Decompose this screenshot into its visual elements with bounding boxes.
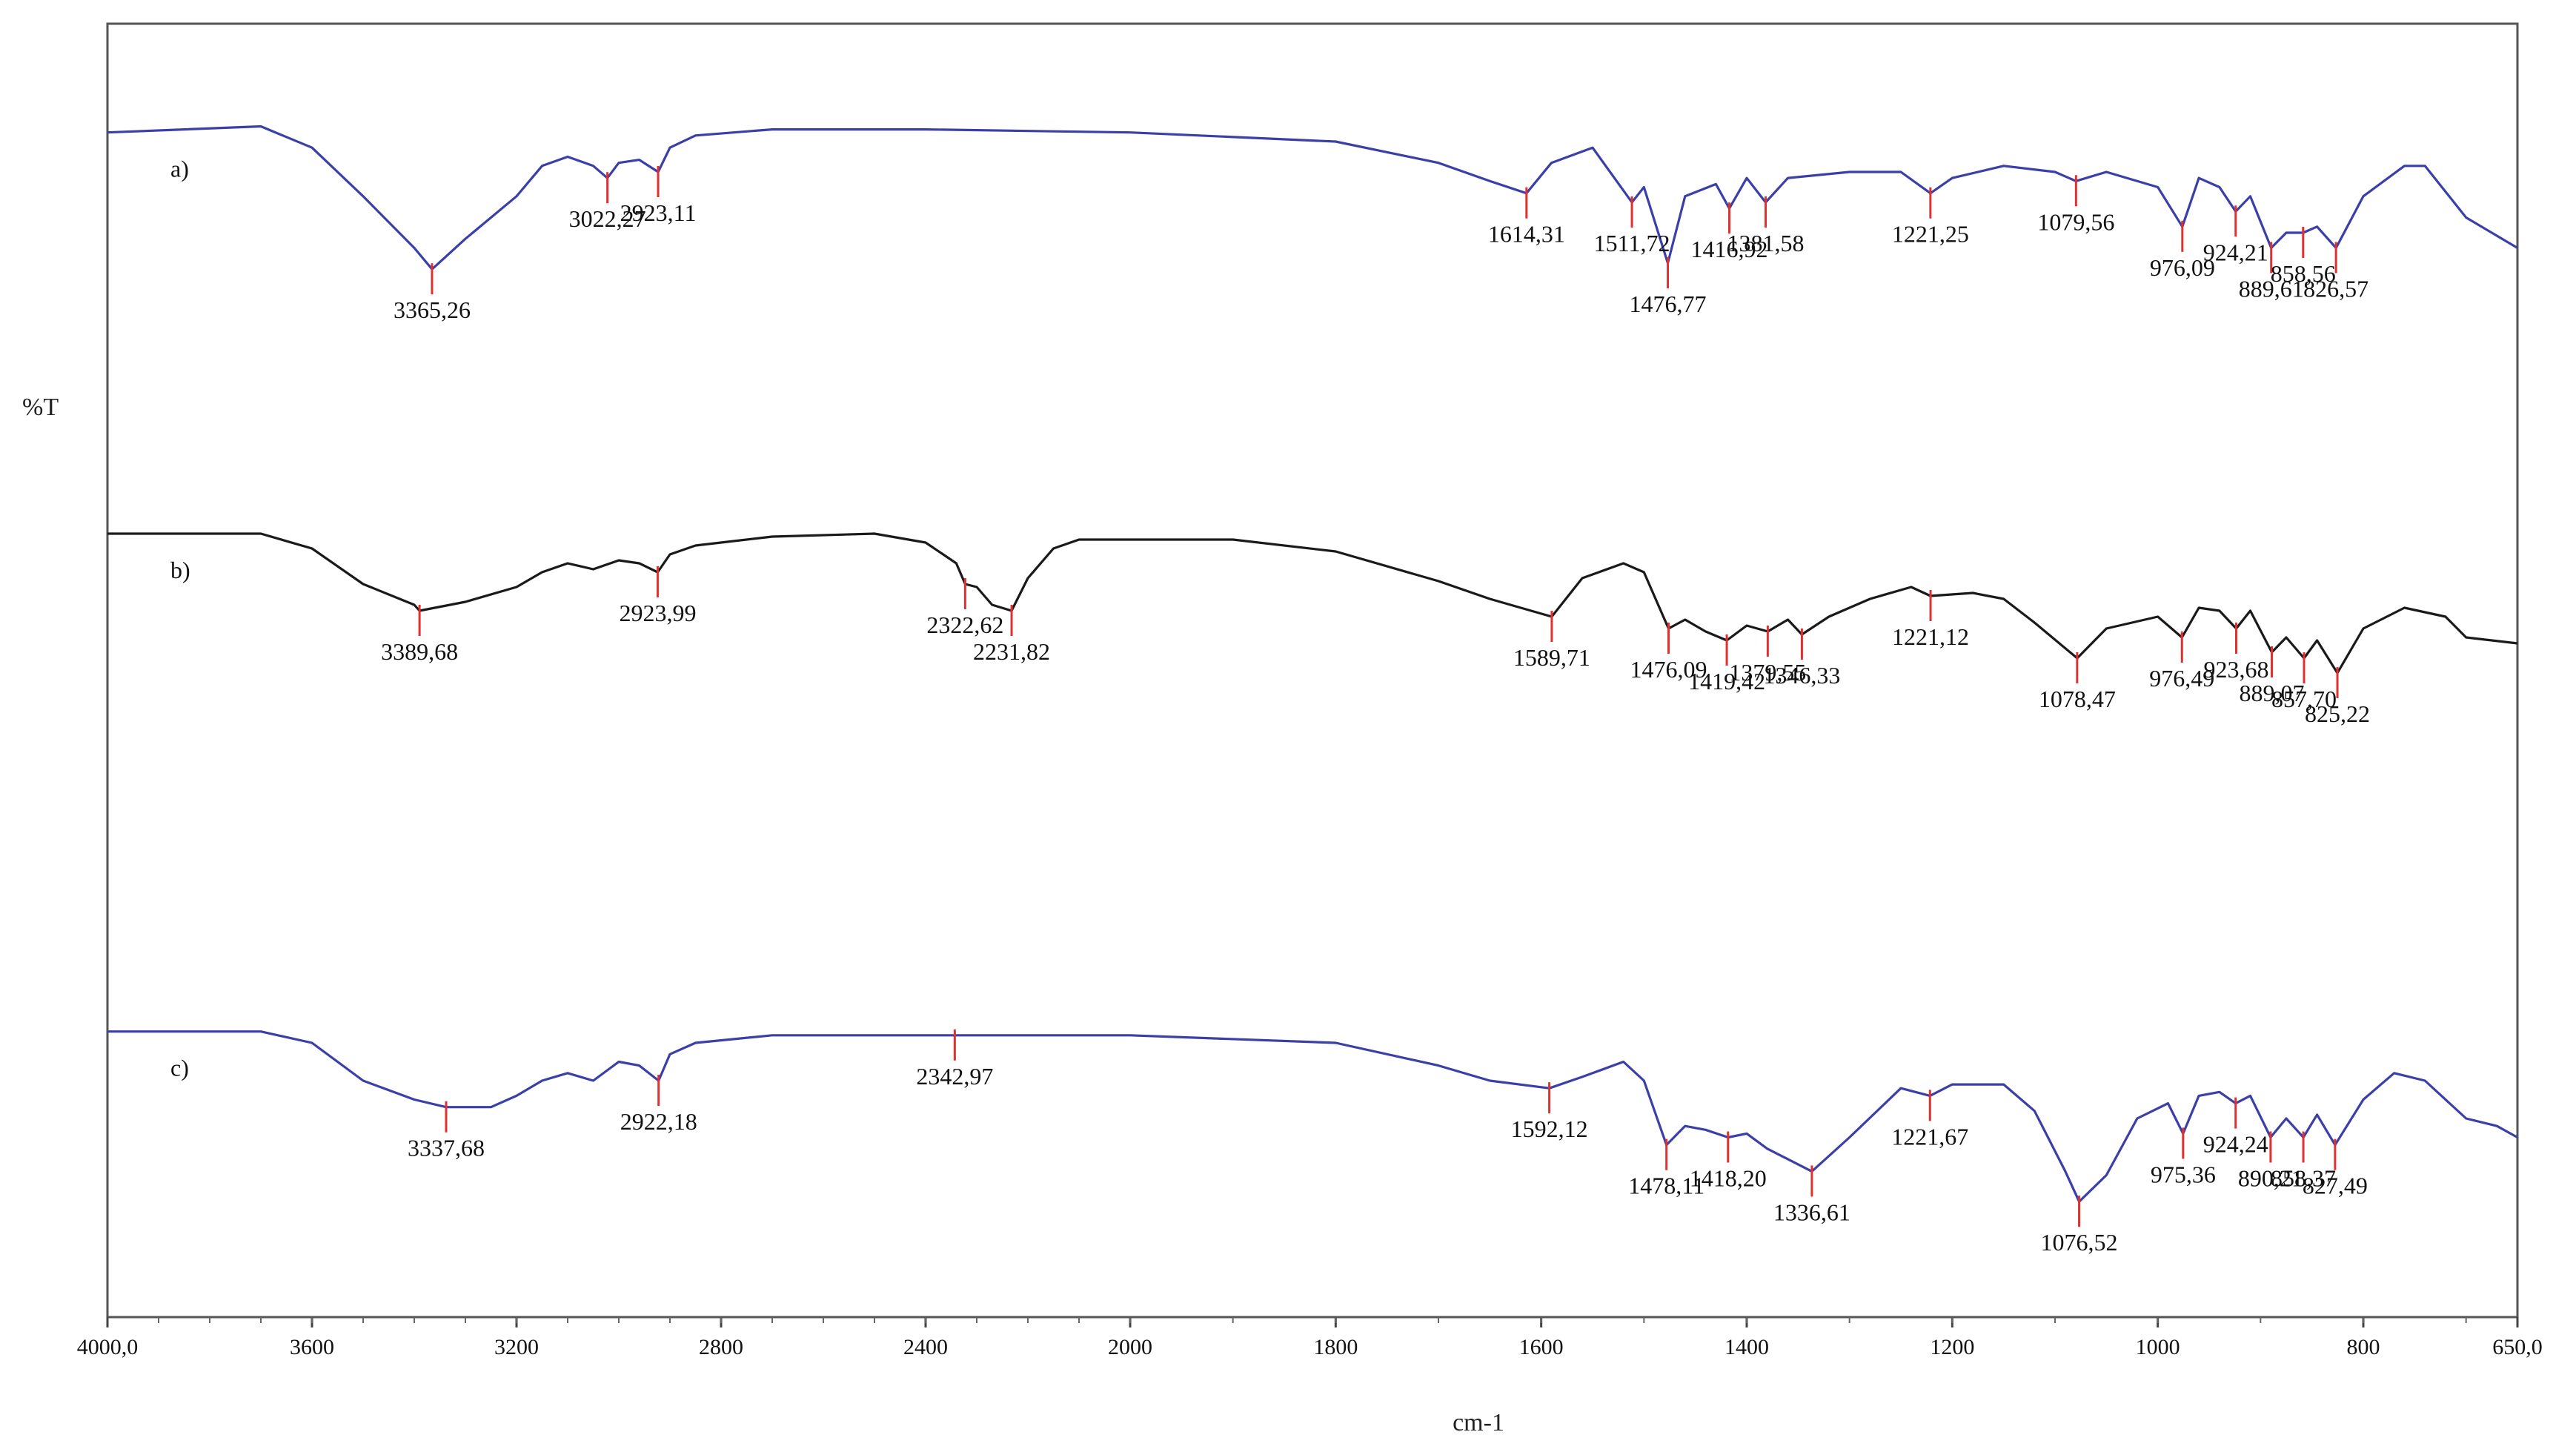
x-tick-label: 4000,0 bbox=[77, 1335, 139, 1359]
peak-label: 827,49 bbox=[2303, 1173, 2368, 1199]
plot-frame bbox=[106, 22, 2519, 1319]
peak-label: 924,24 bbox=[2203, 1131, 2268, 1158]
x-axis-label: cm-1 bbox=[1453, 1409, 1504, 1436]
peak-label: 825,22 bbox=[2305, 700, 2370, 727]
peak-label: 890,21 bbox=[2238, 1165, 2303, 1192]
peak-label: 858,37 bbox=[2271, 1165, 2336, 1192]
peak-label: 1221,25 bbox=[1892, 221, 1969, 248]
peak-label: 924,21 bbox=[2203, 239, 2268, 265]
peak-label: 3022,27 bbox=[569, 205, 646, 232]
y-axis-label: %T bbox=[22, 394, 59, 421]
peak-label: 2231,82 bbox=[973, 638, 1050, 665]
peak-label: 1592,12 bbox=[1511, 1115, 1588, 1142]
peak-label: 826,57 bbox=[2303, 276, 2368, 302]
peak-label: 2342,97 bbox=[916, 1063, 993, 1090]
x-tick-label: 1400 bbox=[1724, 1335, 1769, 1359]
peak-label: 1476,77 bbox=[1630, 291, 1707, 317]
peak-label: 3365,26 bbox=[394, 296, 471, 323]
series-2: c) 3337,68 2922,18 2342,97 1592,12 1478,11141… bbox=[107, 1029, 2518, 1256]
peak-label: 858,56 bbox=[2271, 260, 2336, 287]
series-line bbox=[107, 1030, 2518, 1203]
x-tick-label: 1200 bbox=[1930, 1335, 1974, 1359]
peak-label: 1379,55 bbox=[1729, 659, 1806, 686]
peak-label: 1416,92 bbox=[1691, 236, 1768, 262]
peak-label: 3337,68 bbox=[408, 1135, 485, 1161]
peak-label: 2922,18 bbox=[620, 1108, 697, 1135]
series-line bbox=[107, 532, 2518, 674]
x-tick-label: 1600 bbox=[1519, 1335, 1564, 1359]
series-name-label: c) bbox=[170, 1055, 189, 1081]
series-name-label: a) bbox=[170, 156, 189, 182]
peak-label: 3389,68 bbox=[381, 638, 458, 665]
x-tick-label: 2400 bbox=[903, 1335, 948, 1359]
peak-label: 1419,42 bbox=[1688, 668, 1765, 694]
peak-label: 976,49 bbox=[2149, 665, 2214, 692]
peak-label: 1589,71 bbox=[1513, 644, 1590, 671]
peak-label: 1476,09 bbox=[1630, 656, 1707, 683]
peak-label: 1078,47 bbox=[2039, 686, 2116, 712]
peak-label: 889,61 bbox=[2239, 276, 2304, 302]
peak-label: 975,36 bbox=[2151, 1161, 2216, 1187]
peak-label: 1336,61 bbox=[1773, 1199, 1850, 1225]
x-tick-label: 3600 bbox=[290, 1335, 334, 1359]
x-tick-label: 650,0 bbox=[2492, 1335, 2543, 1359]
peak-label: 1079,56 bbox=[2037, 208, 2114, 235]
x-axis-ticks: 4000,0 3600 3200 2800 2400 2000 1800 1600 1400 12… bbox=[77, 1317, 2543, 1359]
series-name-label: b) bbox=[170, 557, 190, 583]
peak-label: 1381,58 bbox=[1727, 230, 1805, 256]
x-tick-label: 1000 bbox=[2136, 1335, 2180, 1359]
peak-label: 1511,72 bbox=[1594, 230, 1670, 256]
x-tick-label: 1800 bbox=[1313, 1335, 1358, 1359]
peak-label: 1076,52 bbox=[2041, 1229, 2118, 1256]
peak-label: 1478,11 bbox=[1628, 1173, 1704, 1199]
x-tick-label: 800 bbox=[2347, 1335, 2380, 1359]
peak-label: 1418,20 bbox=[1690, 1165, 1767, 1192]
peak-label: 889,07 bbox=[2239, 680, 2304, 706]
peak-label: 2923,99 bbox=[619, 600, 696, 626]
x-tick-label: 2000 bbox=[1108, 1335, 1152, 1359]
peak-label: 2923,11 bbox=[620, 199, 697, 226]
x-tick-label: 2800 bbox=[699, 1335, 743, 1359]
peak-label: 923,68 bbox=[2203, 656, 2268, 683]
peak-label: 2322,62 bbox=[926, 611, 1003, 638]
peak-label: 1614,31 bbox=[1488, 221, 1565, 248]
peak-label: 857,70 bbox=[2271, 686, 2337, 712]
peak-label: 976,09 bbox=[2150, 254, 2215, 281]
peak-label: 1221,67 bbox=[1891, 1123, 1968, 1150]
x-tick-label: 3200 bbox=[494, 1335, 539, 1359]
peak-label: 1221,12 bbox=[1892, 623, 1969, 650]
peak-label: 1346,33 bbox=[1763, 662, 1840, 689]
series-line bbox=[107, 125, 2518, 271]
